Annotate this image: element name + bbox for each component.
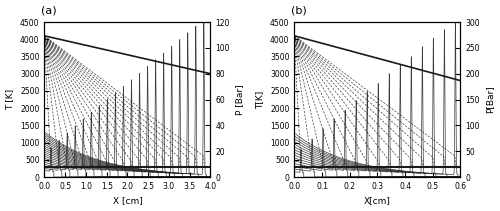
Y-axis label: T [K]: T [K] [6, 89, 15, 110]
Y-axis label: P [Bar]: P [Bar] [236, 84, 244, 115]
Text: (a): (a) [41, 6, 57, 16]
X-axis label: X[cm]: X[cm] [364, 196, 391, 206]
X-axis label: X [cm]: X [cm] [112, 196, 142, 206]
Y-axis label: T[K]: T[K] [256, 91, 264, 109]
Y-axis label: P[Bar]: P[Bar] [486, 86, 494, 114]
Text: (b): (b) [291, 6, 307, 16]
